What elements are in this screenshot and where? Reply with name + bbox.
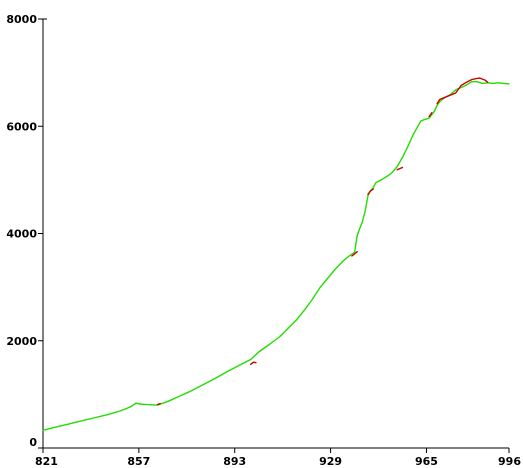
x-tick-label: 965	[415, 455, 438, 468]
y-ticks: 0 2000 4000 6000 8000	[6, 13, 43, 449]
y-tick-label: 4000	[6, 228, 37, 241]
y-tick-label: 8000	[6, 13, 37, 26]
x-tick-label: 996	[498, 455, 521, 468]
series-line-red-segment	[367, 188, 374, 196]
series-line-red-segment	[351, 250, 358, 257]
x-tick-label: 893	[223, 455, 246, 468]
x-ticks: 821 857 893 929 965 996	[35, 448, 521, 468]
x-tick-label: 929	[319, 455, 342, 468]
series-line-red-segment	[396, 166, 404, 171]
series-line-red-segment	[249, 361, 257, 365]
y-tick-label: 6000	[6, 120, 37, 133]
series-layer	[42, 77, 510, 431]
series-line-red-segment	[428, 112, 433, 118]
series-line-red-segment	[156, 402, 161, 406]
series-line-red-segment	[436, 77, 489, 105]
x-tick-label: 821	[35, 455, 58, 468]
y-tick-label: 0	[29, 436, 37, 449]
axes	[42, 18, 509, 449]
y-tick-label: 2000	[6, 335, 37, 348]
x-tick-label: 857	[127, 455, 150, 468]
series-line-green	[42, 80, 510, 431]
